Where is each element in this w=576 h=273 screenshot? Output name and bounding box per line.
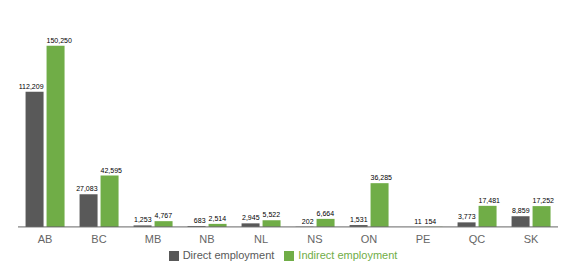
svg-text:MB: MB xyxy=(145,233,162,245)
svg-text:SK: SK xyxy=(524,233,539,245)
svg-text:11: 11 xyxy=(414,218,421,225)
svg-text:112,209: 112,209 xyxy=(19,83,44,90)
svg-text:36,285: 36,285 xyxy=(371,174,393,181)
svg-text:150,250: 150,250 xyxy=(47,37,72,44)
svg-text:ON: ON xyxy=(361,233,378,245)
svg-text:AB: AB xyxy=(38,233,53,245)
svg-text:27,083: 27,083 xyxy=(76,185,98,192)
svg-text:17,252: 17,252 xyxy=(533,197,555,204)
svg-text:PE: PE xyxy=(416,233,431,245)
svg-text:42,595: 42,595 xyxy=(101,167,123,174)
svg-text:154: 154 xyxy=(425,218,437,225)
svg-text:6,664: 6,664 xyxy=(317,210,335,217)
svg-text:NS: NS xyxy=(307,233,322,245)
html-text:Indirect employment: Indirect employment xyxy=(298,248,398,261)
svg-text:1,253: 1,253 xyxy=(134,216,152,223)
svg-text:QC: QC xyxy=(469,233,486,245)
svg-text:4,767: 4,767 xyxy=(155,212,173,219)
svg-text:8,859: 8,859 xyxy=(512,207,530,214)
svg-text:1,531: 1,531 xyxy=(350,216,368,223)
svg-text:17,481: 17,481 xyxy=(479,197,501,204)
svg-text:NL: NL xyxy=(254,233,268,245)
svg-text:BC: BC xyxy=(91,233,106,245)
svg-text:202: 202 xyxy=(302,218,314,225)
svg-text:683: 683 xyxy=(194,217,206,224)
svg-text:5,522: 5,522 xyxy=(263,211,281,218)
html-text:Direct employment: Direct employment xyxy=(182,248,275,261)
svg-text:2,514: 2,514 xyxy=(209,215,227,222)
svg-text:2,945: 2,945 xyxy=(242,214,260,221)
svg-text:3,773: 3,773 xyxy=(458,213,476,220)
svg-text:NB: NB xyxy=(199,233,214,245)
